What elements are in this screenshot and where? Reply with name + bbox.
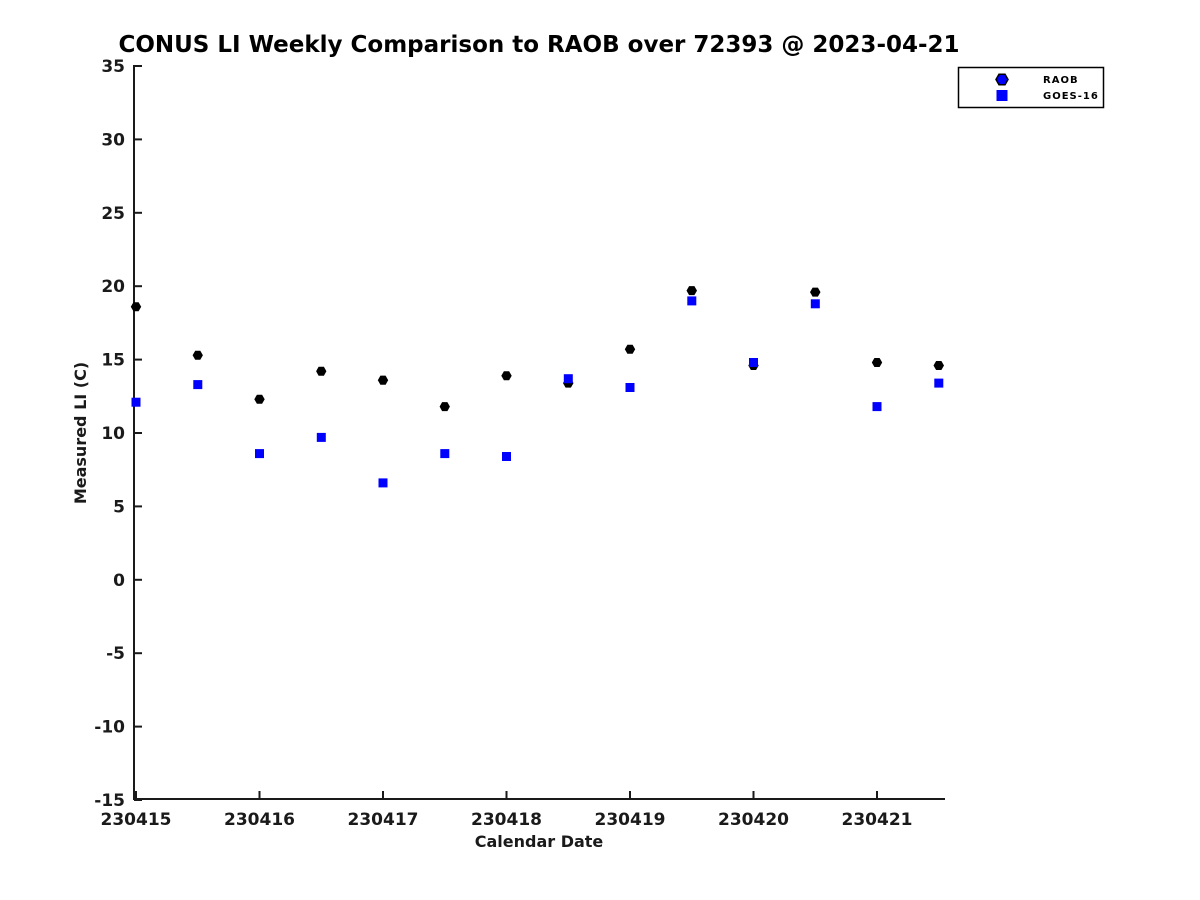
goes16-point	[255, 449, 264, 459]
y-tick-label: 15	[101, 351, 125, 371]
goes16-point	[378, 478, 388, 488]
x-tick-label: 230418	[471, 810, 542, 830]
x-tick-label: 230419	[595, 810, 666, 830]
legend-label-raob: RAOB	[1043, 75, 1079, 86]
raob-point	[624, 344, 636, 354]
goes16-point	[316, 432, 326, 442]
goes16-point	[625, 383, 635, 392]
legend-box	[957, 66, 1105, 109]
legend-item-raob: RAOB	[995, 73, 1079, 86]
goes16-point	[934, 378, 944, 388]
goes16-point	[749, 358, 758, 367]
legend: RAOB GOES-16	[957, 66, 1105, 109]
y-tick-label: 5	[113, 497, 125, 517]
goes16-point	[810, 299, 820, 309]
y-tick-label: -5	[106, 644, 125, 664]
raob-point	[810, 287, 821, 297]
raob-point	[192, 350, 203, 360]
raob-point	[377, 375, 389, 385]
raob-point	[316, 366, 327, 376]
raob-hexagon-marker-icon	[995, 73, 1009, 86]
x-tick-label: 230417	[348, 810, 419, 830]
y-tick-label: -15	[94, 791, 125, 811]
raob-point	[871, 358, 883, 367]
x-tick-label: 230415	[101, 810, 172, 830]
y-tick-label: 10	[101, 424, 125, 444]
goes16-point	[440, 449, 450, 459]
x-tick-label: 230421	[842, 810, 913, 830]
goes16-point	[131, 397, 141, 407]
chart-title: CONUS LI Weekly Comparison to RAOB over …	[118, 32, 959, 58]
raob-point	[933, 361, 944, 370]
y-tick-label: 0	[113, 571, 125, 591]
goes16-point	[193, 380, 203, 390]
legend-item-goes16: GOES-16	[996, 90, 1099, 102]
y-tick-label: 25	[101, 204, 125, 224]
raob-point	[254, 394, 265, 404]
legend-label-goes16: GOES-16	[1043, 91, 1099, 102]
goes16-point	[872, 402, 882, 412]
goes16-square-marker-icon	[996, 90, 1008, 101]
y-tick-label: 35	[101, 57, 125, 77]
raob-point	[130, 302, 142, 312]
raob-point	[501, 371, 512, 381]
data-points	[130, 286, 944, 488]
y-axis-label: Measured LI (C)	[71, 362, 90, 504]
raob-point	[439, 402, 450, 412]
goes16-point	[502, 452, 511, 461]
goes16-point	[687, 296, 697, 306]
x-tick-label: 230416	[224, 810, 295, 830]
raob-point	[686, 286, 697, 296]
y-tick-label: -10	[94, 718, 125, 738]
x-axis-label: Calendar Date	[475, 832, 604, 851]
x-tick-label: 230420	[718, 810, 789, 830]
goes16-point	[563, 374, 573, 384]
y-tick-label: 30	[101, 130, 125, 150]
y-tick-label: 20	[101, 277, 125, 297]
